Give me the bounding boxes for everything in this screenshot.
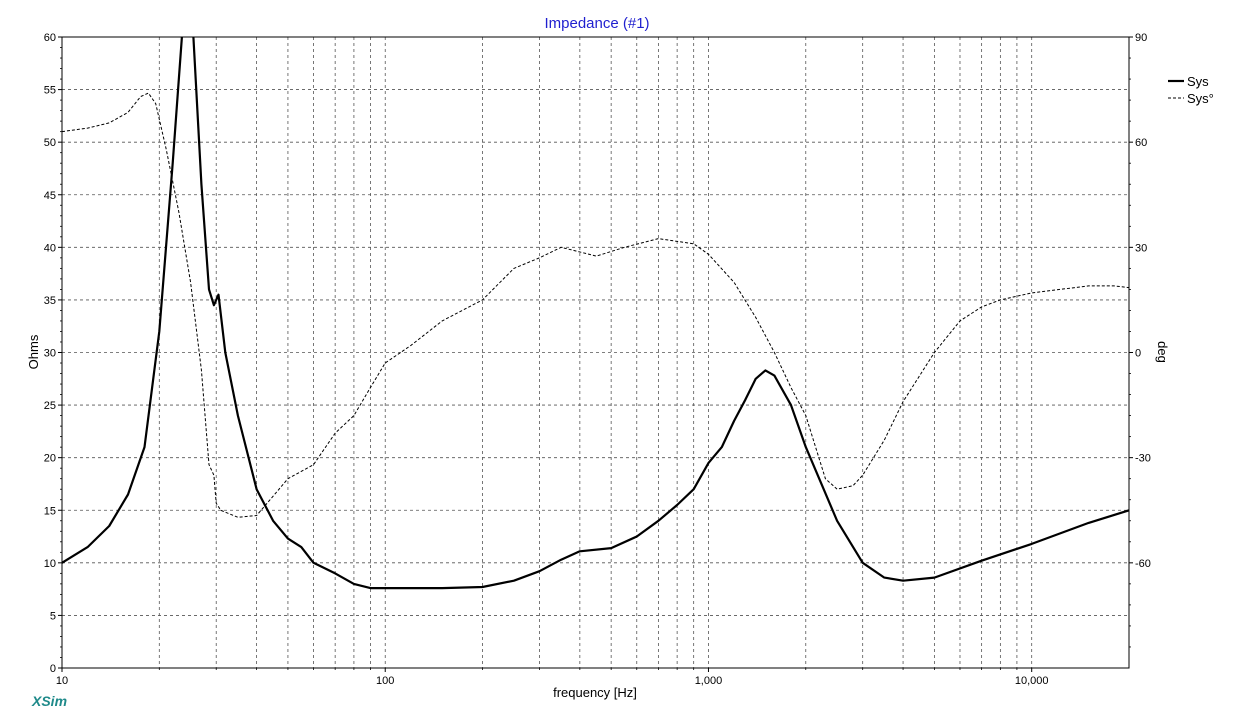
y-left-tick-label: 55 (44, 85, 56, 97)
y-left-tick-label: 20 (44, 453, 56, 465)
chart-title: Impedance (#1) (544, 15, 649, 32)
y-right-tick-label: 90 (1135, 32, 1147, 44)
y-right-tick-label: 60 (1135, 137, 1147, 149)
x-tick-label: 10 (56, 675, 68, 687)
legend-label-sys-phase: Sys° (1187, 91, 1214, 106)
x-tick-label: 1,000 (695, 675, 723, 687)
x-axis-label: frequency [Hz] (553, 685, 637, 700)
series-lines (62, 37, 1129, 590)
y-axis-left-label: Ohms (26, 334, 41, 369)
y-left-tick-label: 60 (44, 32, 56, 44)
y-left-tick-label: 30 (44, 348, 56, 360)
y-right-tick-label: -30 (1135, 453, 1151, 465)
y-right-tick-label: 30 (1135, 242, 1147, 254)
y-left-tick-label: 45 (44, 190, 56, 202)
x-tick-label: 10,000 (1015, 675, 1049, 687)
series-line-sys-phase (62, 92, 1129, 518)
y-left-tick-label: 50 (44, 137, 56, 149)
legend-label-sys: Sys (1187, 74, 1209, 89)
xsim-brand-label: XSim (31, 693, 67, 709)
y-left-tick-label: 25 (44, 400, 56, 412)
y-left-tick-label: 35 (44, 295, 56, 307)
y-left-tick-label: 5 (50, 610, 56, 622)
grid-lines (62, 37, 1129, 668)
axis-ticks: 0 5 10 15 20 25 30 35 40 45 50 55 60 -60 -30 0 30 60 90 10 1… (44, 32, 1151, 687)
y-left-tick-label: 40 (44, 242, 56, 254)
series-line-sys (62, 37, 1129, 590)
legend: Sys Sys° (1168, 74, 1214, 106)
y-left-tick-label: 0 (50, 663, 56, 675)
y-axis-right-label: deg (1155, 341, 1170, 363)
y-right-tick-label: 0 (1135, 348, 1141, 360)
y-left-tick-label: 15 (44, 505, 56, 517)
y-right-tick-label: -60 (1135, 558, 1151, 570)
x-tick-label: 100 (376, 675, 394, 687)
y-left-tick-label: 10 (44, 558, 56, 570)
